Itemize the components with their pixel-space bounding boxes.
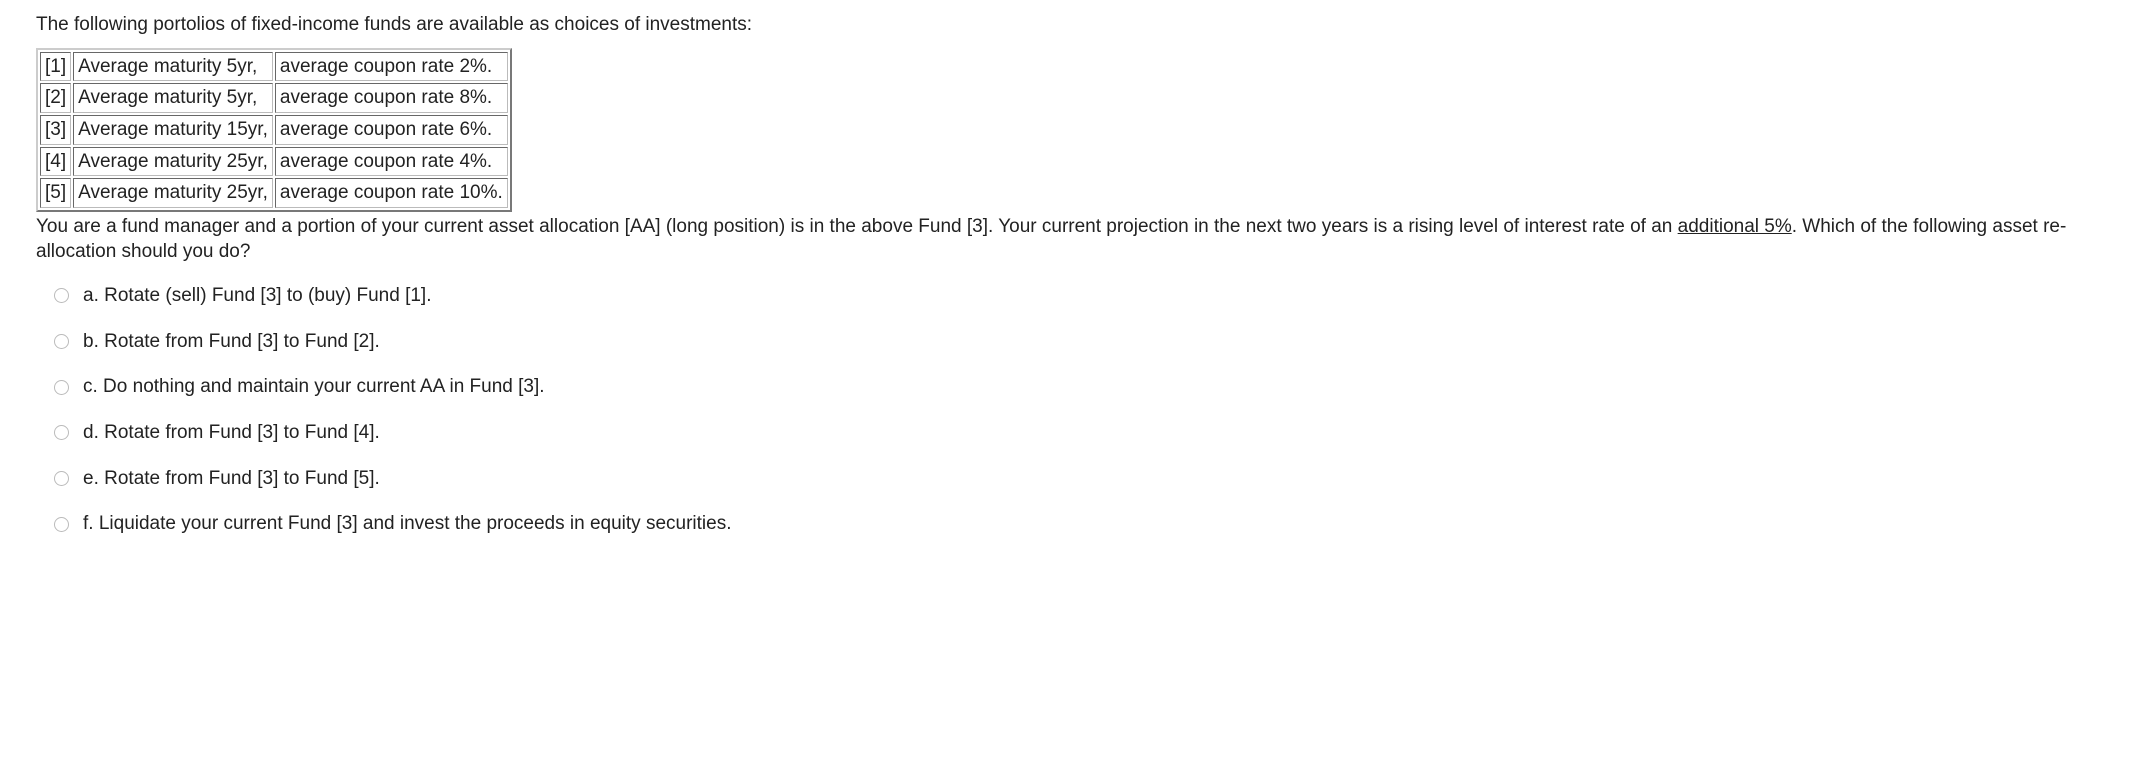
radio-icon[interactable] <box>54 288 69 303</box>
table-cell-num: [1] <box>40 52 71 82</box>
option-label: f. Liquidate your current Fund [3] and i… <box>83 511 731 537</box>
question-context: You are a fund manager and a portion of … <box>36 214 2112 265</box>
table-row: [5]Average maturity 25yr,average coupon … <box>40 178 508 208</box>
option-label: d. Rotate from Fund [3] to Fund [4]. <box>83 420 380 446</box>
table-cell-coupon: average coupon rate 8%. <box>275 83 508 113</box>
table-cell-maturity: Average maturity 25yr, <box>73 147 273 177</box>
options-list: a. Rotate (sell) Fund [3] to (buy) Fund … <box>36 283 2112 537</box>
table-cell-coupon: average coupon rate 2%. <box>275 52 508 82</box>
table-cell-maturity: Average maturity 5yr, <box>73 52 273 82</box>
radio-icon[interactable] <box>54 334 69 349</box>
radio-icon[interactable] <box>54 471 69 486</box>
radio-icon[interactable] <box>54 425 69 440</box>
option-row[interactable]: c. Do nothing and maintain your current … <box>54 374 2112 400</box>
option-label: c. Do nothing and maintain your current … <box>83 374 545 400</box>
table-cell-coupon: average coupon rate 4%. <box>275 147 508 177</box>
option-row[interactable]: f. Liquidate your current Fund [3] and i… <box>54 511 2112 537</box>
funds-table: [1]Average maturity 5yr,average coupon r… <box>36 48 512 212</box>
option-label: b. Rotate from Fund [3] to Fund [2]. <box>83 329 380 355</box>
table-cell-num: [5] <box>40 178 71 208</box>
table-cell-coupon: average coupon rate 10%. <box>275 178 508 208</box>
radio-icon[interactable] <box>54 380 69 395</box>
table-row: [2]Average maturity 5yr,average coupon r… <box>40 83 508 113</box>
table-cell-maturity: Average maturity 5yr, <box>73 83 273 113</box>
option-label: a. Rotate (sell) Fund [3] to (buy) Fund … <box>83 283 432 309</box>
option-row[interactable]: e. Rotate from Fund [3] to Fund [5]. <box>54 466 2112 492</box>
table-row: [1]Average maturity 5yr,average coupon r… <box>40 52 508 82</box>
table-cell-num: [4] <box>40 147 71 177</box>
table-cell-maturity: Average maturity 15yr, <box>73 115 273 145</box>
table-cell-num: [2] <box>40 83 71 113</box>
radio-icon[interactable] <box>54 517 69 532</box>
table-cell-num: [3] <box>40 115 71 145</box>
intro-text: The following portolios of fixed-income … <box>36 12 2112 38</box>
table-row: [3]Average maturity 15yr,average coupon … <box>40 115 508 145</box>
table-cell-coupon: average coupon rate 6%. <box>275 115 508 145</box>
table-cell-maturity: Average maturity 25yr, <box>73 178 273 208</box>
option-label: e. Rotate from Fund [3] to Fund [5]. <box>83 466 380 492</box>
context-part1: You are a fund manager and a portion of … <box>36 216 1678 237</box>
table-row: [4]Average maturity 25yr,average coupon … <box>40 147 508 177</box>
option-row[interactable]: d. Rotate from Fund [3] to Fund [4]. <box>54 420 2112 446</box>
option-row[interactable]: b. Rotate from Fund [3] to Fund [2]. <box>54 329 2112 355</box>
option-row[interactable]: a. Rotate (sell) Fund [3] to (buy) Fund … <box>54 283 2112 309</box>
context-underlined: additional 5% <box>1678 216 1792 237</box>
